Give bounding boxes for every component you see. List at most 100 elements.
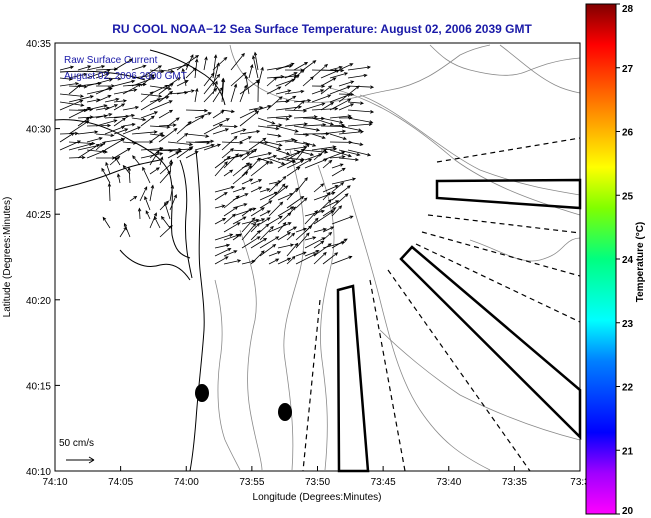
current-vector — [241, 178, 254, 185]
current-vector — [158, 69, 175, 74]
current-vector — [284, 122, 309, 127]
current-vector — [275, 149, 291, 156]
current-vector — [214, 155, 231, 169]
dashed-transects — [302, 137, 581, 472]
current-vector — [232, 162, 250, 177]
current-vector — [113, 103, 126, 111]
current-vector — [331, 167, 346, 177]
current-vector — [313, 210, 335, 225]
current-vector — [223, 222, 241, 233]
current-vector — [302, 76, 314, 87]
current-vector — [304, 236, 317, 241]
current-vector — [140, 152, 164, 159]
current-vector — [185, 115, 205, 127]
current-vector — [68, 142, 93, 151]
current-vector — [331, 181, 345, 193]
legend-line-1: Raw Surface Current — [64, 55, 158, 66]
colorbar-tick-label: 25 — [622, 191, 634, 202]
current-vector — [212, 87, 223, 103]
current-vector — [313, 227, 328, 233]
current-vector — [113, 99, 128, 103]
current-vector — [320, 77, 337, 87]
current-vector — [140, 111, 159, 119]
current-vector — [145, 210, 151, 220]
current-vector — [295, 197, 308, 209]
current-vector — [139, 186, 148, 202]
current-vector — [212, 110, 225, 119]
current-vector — [176, 120, 192, 135]
current-vector — [223, 206, 239, 217]
current-vector — [331, 238, 348, 249]
current-vector — [122, 83, 142, 95]
current-vector — [95, 119, 118, 127]
current-vector — [167, 141, 194, 147]
current-vector — [214, 256, 229, 265]
current-vector — [338, 85, 360, 103]
current-vector — [338, 149, 361, 157]
current-vector — [329, 98, 352, 111]
current-vector — [347, 73, 368, 79]
current-vector — [284, 139, 298, 143]
current-vector — [59, 77, 73, 81]
bathymetry-contours — [214, 44, 581, 471]
current-vector — [250, 250, 265, 265]
current-vector — [127, 166, 131, 184]
current-vector — [259, 191, 279, 201]
current-vector — [142, 166, 151, 184]
current-vector — [86, 65, 106, 71]
current-vector — [122, 126, 142, 135]
current-vector — [149, 100, 173, 111]
current-vector — [95, 133, 115, 137]
current-vector — [159, 156, 164, 166]
current-vector — [223, 195, 240, 209]
current-vector — [203, 72, 215, 87]
current-vector — [259, 200, 273, 209]
current-vector — [259, 223, 270, 233]
current-vector — [214, 243, 231, 249]
current-vector — [95, 94, 112, 103]
current-vector — [311, 94, 332, 103]
x-tick-label: 74:00 — [174, 477, 199, 488]
current-vector — [329, 114, 352, 119]
current-vector — [149, 125, 171, 129]
current-vector — [114, 156, 121, 166]
colorbar-tick-label: 28 — [622, 4, 634, 15]
current-vector — [104, 125, 126, 135]
current-vector — [257, 66, 264, 87]
y-axis-ticks: 40:35 40:30 40:25 40:20 40:15 40:10 — [26, 39, 60, 478]
y-tick-label: 40:15 — [26, 381, 51, 392]
current-vector — [102, 216, 111, 229]
current-vector — [304, 153, 323, 161]
current-vector — [331, 185, 351, 201]
colorbar-tick-label: 21 — [622, 446, 634, 457]
map-title: RU COOL NOAA−12 Sea Surface Temperature:… — [112, 22, 532, 36]
current-vector — [266, 76, 278, 87]
current-vector — [266, 96, 283, 111]
current-vector — [104, 104, 119, 111]
current-vector — [241, 148, 258, 161]
current-vector — [131, 117, 147, 122]
current-vector — [266, 86, 282, 95]
current-vector — [320, 102, 335, 111]
current-vector — [122, 164, 131, 175]
x-tick-label: 73:35 — [502, 477, 527, 488]
y-tick-label: 40:35 — [26, 39, 51, 50]
current-vector — [268, 222, 292, 233]
current-vector — [313, 148, 327, 161]
current-vector — [320, 117, 344, 124]
current-vector — [257, 117, 276, 125]
current-vector — [131, 130, 158, 135]
station-marker — [278, 403, 292, 421]
current-vector — [311, 63, 328, 79]
current-vector — [295, 251, 307, 257]
current-vector — [113, 88, 138, 95]
current-vector — [313, 240, 325, 249]
surface-current-vectors — [59, 51, 375, 265]
current-vector — [68, 155, 86, 160]
current-vector — [214, 217, 227, 225]
current-vector — [176, 80, 189, 87]
x-tick-label: 73:45 — [371, 477, 396, 488]
current-vector — [286, 159, 305, 169]
current-vector — [104, 138, 126, 151]
